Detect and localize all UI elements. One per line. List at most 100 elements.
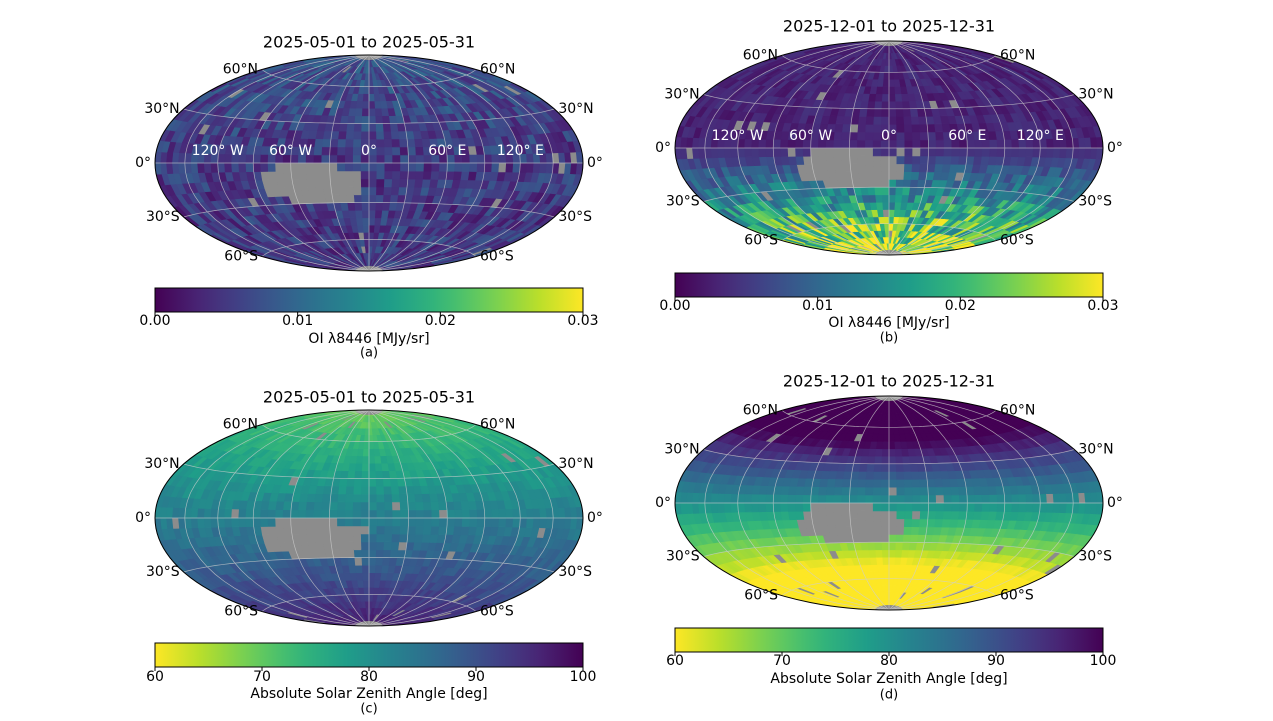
map-cell bbox=[872, 155, 882, 165]
meridian-line bbox=[329, 55, 370, 271]
map-cell bbox=[919, 123, 929, 133]
map-cell bbox=[876, 201, 884, 210]
map-cell bbox=[415, 154, 425, 164]
lon-label: 0° bbox=[361, 143, 377, 159]
map-cell bbox=[364, 245, 370, 254]
map-cell bbox=[363, 86, 370, 95]
map-cell bbox=[751, 147, 760, 158]
map-cell bbox=[345, 130, 355, 140]
map-cell bbox=[400, 162, 409, 172]
map-cell bbox=[399, 178, 409, 188]
map-cell bbox=[306, 493, 317, 503]
map-cell bbox=[376, 146, 386, 156]
map-cell bbox=[329, 178, 339, 188]
map-cell bbox=[362, 93, 370, 102]
map-cell bbox=[275, 517, 284, 527]
map-cell bbox=[545, 162, 554, 174]
map-cell bbox=[197, 517, 206, 529]
map-cell bbox=[461, 162, 471, 172]
meridian-line bbox=[217, 55, 370, 271]
map-cell bbox=[903, 163, 913, 172]
map-cell bbox=[322, 493, 332, 503]
map-cell bbox=[883, 216, 890, 224]
map-cell bbox=[354, 557, 363, 566]
map-cell bbox=[383, 533, 393, 543]
map-cell bbox=[406, 533, 416, 543]
map-cell bbox=[927, 155, 937, 165]
map-cell bbox=[374, 462, 383, 472]
map-cell bbox=[376, 517, 386, 527]
map-cell bbox=[357, 224, 365, 233]
map-cell bbox=[888, 116, 897, 125]
colorbar-gradient bbox=[154, 287, 584, 313]
map-cell bbox=[364, 72, 370, 81]
map-cell bbox=[322, 178, 332, 188]
map-cell bbox=[224, 517, 233, 528]
map-cell bbox=[362, 579, 370, 588]
colorbar-tick-label: 0.00 bbox=[659, 298, 690, 314]
map-cell bbox=[356, 455, 364, 464]
map-cell bbox=[224, 508, 233, 519]
map-cell bbox=[865, 155, 874, 165]
map-cell bbox=[414, 493, 424, 503]
map-cell bbox=[430, 170, 440, 180]
map-cell bbox=[888, 171, 897, 180]
map-cell bbox=[422, 525, 433, 535]
map-cell bbox=[414, 533, 424, 543]
map-cell bbox=[252, 162, 262, 173]
map-cell bbox=[881, 116, 890, 125]
map-cell bbox=[338, 541, 348, 551]
map-cell bbox=[360, 517, 370, 527]
map-cell bbox=[918, 115, 928, 125]
map-cell bbox=[849, 139, 858, 149]
map-cell bbox=[375, 478, 385, 487]
map-cell bbox=[347, 202, 356, 211]
map-cell bbox=[834, 123, 844, 133]
map-cell bbox=[375, 115, 384, 124]
map-cell bbox=[356, 572, 364, 581]
map-cell bbox=[358, 587, 365, 595]
map-cell bbox=[283, 171, 293, 180]
map-cell bbox=[354, 202, 363, 211]
map-cell bbox=[353, 541, 362, 551]
map-cell bbox=[1018, 147, 1027, 158]
map-cell bbox=[454, 517, 463, 527]
map-cell bbox=[313, 525, 323, 535]
map-cell bbox=[290, 501, 300, 511]
map-cell bbox=[337, 178, 347, 188]
map-cell bbox=[347, 115, 356, 124]
map-cell bbox=[884, 58, 890, 66]
map-cell bbox=[439, 517, 448, 527]
map-cell bbox=[1046, 147, 1055, 158]
map-cell bbox=[353, 186, 362, 196]
map-cell bbox=[355, 564, 364, 574]
map-cell bbox=[911, 163, 921, 173]
map-cell bbox=[874, 100, 883, 110]
lon-label: 60° E bbox=[428, 143, 466, 159]
map-cell bbox=[361, 209, 370, 219]
map-cell bbox=[337, 170, 346, 180]
map-cell bbox=[368, 485, 377, 495]
lon-label: 120° W bbox=[192, 143, 244, 159]
map-cell bbox=[878, 72, 885, 80]
map-cell bbox=[399, 525, 409, 535]
map-cell bbox=[313, 154, 323, 164]
map-cell bbox=[354, 115, 363, 124]
map-cell bbox=[344, 162, 354, 172]
map-cell bbox=[894, 194, 903, 203]
map-cell bbox=[407, 154, 417, 164]
map-cell bbox=[364, 600, 370, 609]
map-cell bbox=[368, 493, 378, 503]
map-cell bbox=[298, 170, 308, 180]
map-cell bbox=[888, 186, 897, 196]
map-cell bbox=[1011, 147, 1020, 158]
map-cell bbox=[865, 131, 874, 141]
map-cell bbox=[245, 508, 255, 519]
map-cell bbox=[912, 131, 921, 141]
map-cell bbox=[772, 147, 782, 157]
lon-label: 120° E bbox=[1017, 128, 1064, 144]
map-cell bbox=[439, 509, 448, 519]
map-cell bbox=[445, 525, 455, 535]
map-cell bbox=[392, 146, 401, 156]
